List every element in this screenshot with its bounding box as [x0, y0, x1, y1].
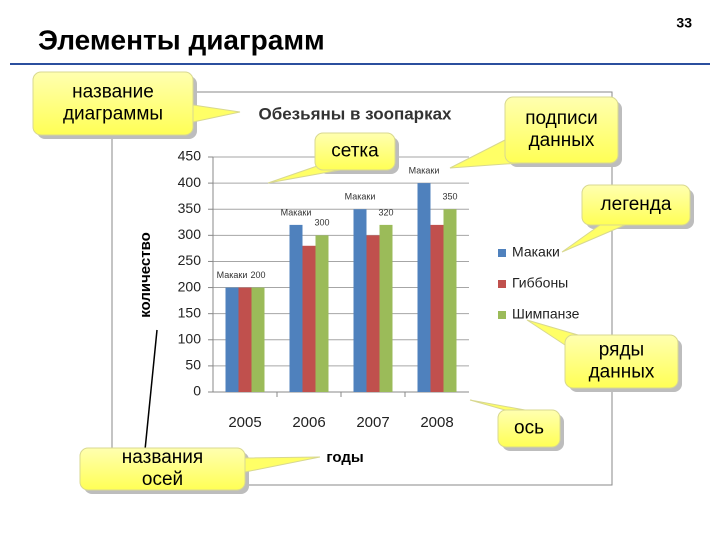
bar	[366, 235, 380, 392]
data-label: 200	[250, 270, 265, 280]
bar	[417, 183, 431, 392]
legend-swatch	[498, 280, 506, 288]
y-tick-label: 150	[178, 304, 202, 320]
callout-pointer	[144, 329, 158, 451]
callout: сетка	[267, 132, 399, 184]
data-label: Макаки	[409, 165, 440, 175]
callout-box	[497, 409, 561, 448]
data-label: 300	[314, 218, 329, 228]
callout-text: название	[72, 82, 154, 103]
y-tick-label: 50	[185, 357, 201, 373]
callout-text: ряды	[599, 340, 644, 361]
callout: ось	[469, 399, 564, 451]
legend-label: Гиббоны	[512, 275, 568, 291]
callout-box	[314, 132, 396, 171]
callout-box	[32, 71, 194, 136]
y-tick-label: 0	[193, 383, 201, 399]
bar	[315, 235, 329, 392]
y-tick-label: 400	[178, 174, 202, 190]
data-label: Макаки	[281, 207, 312, 217]
callout-text: данных	[589, 362, 655, 383]
bar	[289, 224, 303, 392]
callout-text: ось	[514, 418, 544, 439]
callout-box	[581, 184, 691, 226]
bar	[430, 224, 444, 392]
callout-text: названия	[122, 447, 203, 468]
bar	[238, 287, 252, 392]
callout-text: сетка	[331, 141, 379, 162]
y-tick-label: 450	[178, 148, 202, 164]
data-label: 350	[442, 192, 457, 202]
data-label: 320	[378, 207, 393, 217]
y-tick-label: 100	[178, 330, 202, 346]
callout-box	[504, 96, 619, 164]
y-tick-label: 250	[178, 252, 202, 268]
legend-swatch	[498, 249, 506, 257]
callout-text: данных	[529, 130, 595, 151]
legend-label: Макаки	[512, 244, 560, 260]
y-tick-label: 300	[178, 226, 202, 242]
y-tick-label: 350	[178, 200, 202, 216]
callout-box	[79, 447, 246, 491]
y-tick-label: 200	[178, 278, 202, 294]
x-tick-label: 2007	[356, 414, 389, 431]
callout-box	[564, 334, 679, 389]
callout-text: легенда	[601, 194, 672, 215]
y-axis-title: количество	[137, 232, 154, 318]
legend-swatch	[498, 311, 506, 319]
callout-text: диаграммы	[63, 104, 163, 125]
data-label: Макаки	[217, 270, 248, 280]
page-number: 33	[676, 15, 692, 31]
callout-text: осей	[142, 469, 183, 490]
bar	[353, 209, 367, 392]
bar	[225, 287, 239, 392]
x-tick-label: 2005	[228, 414, 261, 431]
x-tick-label: 2006	[292, 414, 325, 431]
callout: легенда	[561, 184, 694, 253]
data-label: Макаки	[345, 192, 376, 202]
chart-title: Обезьяны в зоопарках	[258, 104, 452, 123]
legend-label: Шимпанзе	[512, 306, 580, 322]
bar	[251, 287, 265, 392]
bar	[302, 245, 316, 392]
bar	[443, 209, 457, 392]
callout-text: подписи	[525, 108, 598, 129]
x-axis-title: годы	[326, 449, 363, 466]
slide-title: Элементы диаграмм	[38, 24, 325, 55]
x-tick-label: 2008	[420, 414, 453, 431]
bar	[379, 224, 393, 392]
